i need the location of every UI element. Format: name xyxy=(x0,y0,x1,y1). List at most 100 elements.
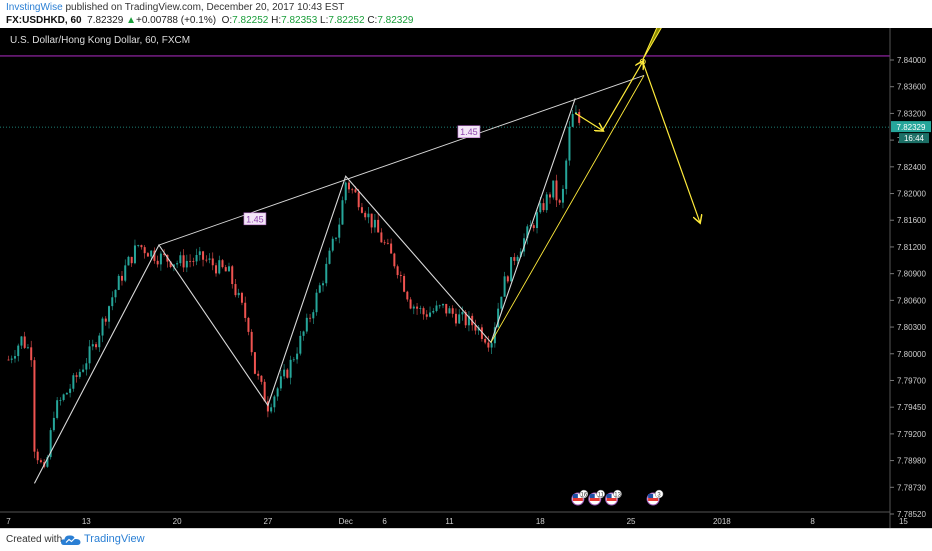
candle-body xyxy=(270,407,273,412)
candle-body xyxy=(441,303,444,306)
chart-background xyxy=(0,28,932,528)
ratio-label-box xyxy=(457,125,481,139)
tradingview-brand[interactable]: TradingView xyxy=(84,533,145,545)
candle-body xyxy=(370,213,373,228)
candle-body xyxy=(30,347,33,361)
high-label: H: xyxy=(271,15,282,26)
candle-body xyxy=(221,260,224,268)
candle-body xyxy=(156,260,159,265)
candle-body xyxy=(383,242,386,244)
last-price-tag xyxy=(891,121,931,133)
candle-body xyxy=(133,245,136,264)
candle-body xyxy=(176,263,179,265)
us-flag-stripe xyxy=(572,498,583,501)
candle-body xyxy=(208,258,211,260)
candle-body xyxy=(286,369,289,378)
candle-body xyxy=(143,247,146,254)
quote-line: FX:USDHKD, 60 7.82329 ▲+0.00788 (+0.1%) … xyxy=(6,14,413,27)
chart-header: InvstingWise published on TradingView.co… xyxy=(0,0,932,28)
axis-labels: 7.840007.836007.832007.828007.824007.820… xyxy=(6,56,931,526)
created-with-label: Created with xyxy=(6,534,63,545)
candle-body xyxy=(526,226,529,239)
candle-body xyxy=(296,353,299,360)
candle-body xyxy=(386,242,389,244)
candle-body xyxy=(561,188,564,203)
candle-body xyxy=(91,344,94,347)
candle-body xyxy=(101,318,104,336)
candle-body xyxy=(523,238,526,252)
time-tick-label: 20 xyxy=(173,517,182,526)
us-flag-stripe xyxy=(648,498,659,501)
countdown-tag xyxy=(899,133,929,144)
candle-body xyxy=(484,338,487,343)
candle-body xyxy=(72,375,75,389)
high-value: 7.82353 xyxy=(281,15,318,26)
us-flag-stripe xyxy=(589,498,600,501)
candle-body xyxy=(542,203,545,211)
candle-body xyxy=(309,317,312,319)
candle-body xyxy=(454,313,457,324)
up-arrow-icon: ▲ xyxy=(126,15,136,26)
candle-body xyxy=(510,257,513,282)
tradingview-cloud-icon xyxy=(61,535,81,545)
candle-body xyxy=(461,312,464,315)
close-label: C: xyxy=(367,15,378,26)
event-count: 3 xyxy=(657,493,661,499)
event-count-badge xyxy=(654,489,664,499)
price-tick-label: 7.82000 xyxy=(897,190,926,199)
annotations: 1.451.45Major Resistance area xyxy=(33,28,742,484)
candle-body xyxy=(490,343,493,348)
candle-body xyxy=(396,266,399,276)
candle-body xyxy=(33,360,36,452)
candle-body xyxy=(244,302,247,318)
price-axis[interactable] xyxy=(890,28,932,528)
author-link[interactable]: InvstingWise xyxy=(6,2,63,13)
candle-body xyxy=(65,392,68,395)
candle-body xyxy=(503,276,506,297)
candle-body xyxy=(82,369,85,372)
candle-body xyxy=(10,358,13,360)
candle-body xyxy=(474,325,477,331)
price-tick-label: 7.84000 xyxy=(897,56,926,65)
candle-body xyxy=(432,310,435,313)
candle-body xyxy=(506,276,509,282)
candle-body xyxy=(500,296,503,309)
open-label: O: xyxy=(221,15,233,26)
candle-body xyxy=(56,400,59,418)
candle-body xyxy=(445,303,448,314)
candle-body xyxy=(69,388,72,393)
candle-body xyxy=(26,347,29,349)
candle-body xyxy=(312,312,315,319)
candle-body xyxy=(354,189,357,193)
candle-body xyxy=(412,306,415,309)
price-chart[interactable]: 7.840007.836007.832007.828007.824007.820… xyxy=(0,28,932,528)
candle-body xyxy=(111,297,114,307)
candle-body xyxy=(85,363,88,370)
price-tick-label: 7.80600 xyxy=(897,296,926,305)
candle-body xyxy=(211,258,214,266)
price-tick-label: 7.83600 xyxy=(897,83,926,92)
candle-body xyxy=(360,207,363,213)
candle-body xyxy=(260,375,263,382)
price-tick-label: 7.80000 xyxy=(897,350,926,359)
candle-body xyxy=(390,243,393,254)
candle-body xyxy=(467,315,470,326)
candle-body xyxy=(338,224,341,238)
candle-body xyxy=(104,318,107,322)
time-tick-label: 18 xyxy=(536,517,545,526)
candle-body xyxy=(137,245,140,246)
candle-body xyxy=(257,373,260,376)
candle-body xyxy=(451,308,454,314)
price-tick-label: 7.83200 xyxy=(897,109,926,118)
candle-body xyxy=(403,276,406,292)
candle-body xyxy=(13,356,16,359)
candle-body xyxy=(130,256,133,264)
candle-body xyxy=(568,126,571,161)
candle-body xyxy=(234,284,237,296)
candle-body xyxy=(419,308,422,309)
candle-body xyxy=(367,213,370,218)
candle-body xyxy=(545,194,548,211)
candle-body xyxy=(205,259,208,261)
plot-area[interactable] xyxy=(0,55,890,469)
price-tick-label: 7.82400 xyxy=(897,163,926,172)
